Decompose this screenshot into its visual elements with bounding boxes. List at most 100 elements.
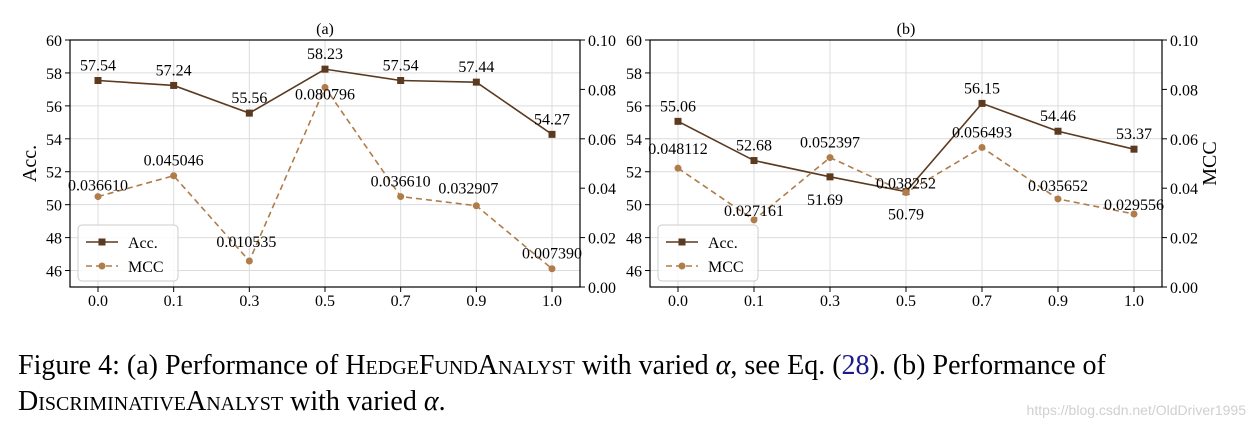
panel-b-y-left-tick-label: 48 bbox=[626, 231, 642, 248]
panel-b-x-tick-label: 0.7 bbox=[972, 293, 992, 310]
panel-b-acc-data-label: 54.46 bbox=[1040, 108, 1076, 125]
panel-b-legend-acc-marker bbox=[678, 238, 686, 246]
panel-b-mcc-point bbox=[674, 164, 682, 172]
panel-a-mcc-data-label: 0.036610 bbox=[68, 178, 128, 195]
panel-b-mcc-point bbox=[1130, 210, 1138, 218]
panel-b-y-left-tick-label: 50 bbox=[626, 198, 642, 215]
panel-a-acc-point bbox=[472, 78, 480, 86]
panel-a-acc-data-label: 58.23 bbox=[307, 46, 343, 63]
panel-b-legend-mcc-marker bbox=[678, 262, 686, 270]
panel-a-x-tick-label: 0.3 bbox=[239, 293, 259, 310]
panel-a-legend-acc-marker bbox=[98, 238, 106, 246]
panel-b-acc-point bbox=[674, 117, 682, 125]
panel-b-y-left-tick-label: 54 bbox=[626, 132, 642, 149]
panel-b-acc-data-label: 53.37 bbox=[1116, 126, 1152, 143]
panel-a-x-tick-label: 0.9 bbox=[466, 293, 486, 310]
panel-a-acc-point bbox=[170, 81, 178, 89]
panel-b-y-right-tick-label: 0.04 bbox=[1170, 181, 1198, 198]
panel-a-y-left-tick-label: 58 bbox=[46, 66, 62, 83]
panel-a-mcc-point bbox=[245, 257, 253, 265]
panel-a-mcc-point bbox=[170, 172, 178, 180]
panel-b-y-right-tick-label: 0.08 bbox=[1170, 82, 1198, 99]
panel-a-mcc-data-label: 0.080796 bbox=[295, 86, 355, 103]
panel-b-mcc-data-label: 0.027161 bbox=[724, 203, 784, 220]
hedgefundanalyst-name: HedgeFundAnalyst bbox=[345, 350, 575, 381]
panel-a-y-left-tick-label: 50 bbox=[46, 198, 62, 215]
panel-a-mcc-point bbox=[94, 193, 102, 201]
panel-b-acc-point bbox=[826, 173, 834, 181]
panel-a-x-tick-label: 0.0 bbox=[88, 293, 108, 310]
panel-a-x-tick-label: 1.0 bbox=[542, 293, 562, 310]
panel-a-mcc-data-label: 0.010535 bbox=[216, 234, 276, 251]
panel-b-y-right-tick-label: 0.10 bbox=[1170, 33, 1198, 50]
panel-a-legend-acc-label: Acc. bbox=[128, 235, 158, 252]
panel-b-x-tick-label: 0.0 bbox=[668, 293, 688, 310]
panel-a-mcc-point bbox=[472, 202, 480, 210]
watermark: https://blog.csdn.net/OldDriver1995 bbox=[1026, 402, 1246, 418]
panel-a-y-left-tick-label: 54 bbox=[46, 132, 62, 149]
panel-b-acc-data-label: 52.68 bbox=[736, 138, 772, 155]
panel-b-mcc-data-label: 0.035652 bbox=[1028, 178, 1088, 195]
panel-b-acc-data-label: 50.79 bbox=[888, 207, 924, 224]
panel-b-mcc-point bbox=[1054, 195, 1062, 203]
panel-a-x-tick-label: 0.5 bbox=[315, 293, 335, 310]
panel-b-mcc-data-label: 0.029556 bbox=[1104, 197, 1164, 214]
panel-a-mcc-point bbox=[397, 193, 405, 201]
panel-a-y-left-tick-label: 56 bbox=[46, 99, 62, 116]
panel-b-y-left-tick-label: 46 bbox=[626, 264, 642, 281]
panel-a-acc-point bbox=[397, 77, 405, 85]
panel-a-y-left-tick-label: 48 bbox=[46, 231, 62, 248]
panel-a-acc-point bbox=[94, 77, 102, 85]
panel-a-acc-point bbox=[321, 65, 329, 73]
panel-b-y-left-tick-label: 56 bbox=[626, 99, 642, 116]
figure-charts: (a)46485052545658600.000.020.040.060.080… bbox=[19, 21, 1221, 310]
panel-a-legend-mcc-marker bbox=[98, 262, 106, 270]
panel-a-y-right-tick-label: 0.02 bbox=[588, 231, 616, 248]
panel-a-acc-data-label: 57.24 bbox=[156, 62, 192, 79]
panel-b-mcc-point bbox=[902, 189, 910, 197]
panel-a-y-right-tick-label: 0.00 bbox=[588, 280, 616, 297]
panel-a-y-right-tick-label: 0.06 bbox=[588, 132, 616, 149]
panel-a-x-tick-label: 0.7 bbox=[391, 293, 411, 310]
panel-b-x-tick-label: 0.3 bbox=[820, 293, 840, 310]
panel-b-x-tick-label: 1.0 bbox=[1124, 293, 1144, 310]
panel-a-y-right-tick-label: 0.10 bbox=[588, 33, 616, 50]
panel-b-acc-data-label: 56.15 bbox=[964, 80, 1000, 97]
panel-a-acc-data-label: 54.27 bbox=[534, 111, 570, 128]
panel-a-y-left-tick-label: 46 bbox=[46, 264, 62, 281]
panel-b-acc-point bbox=[1054, 127, 1062, 135]
panel-b-y-left-tick-label: 58 bbox=[626, 66, 642, 83]
panel-a-mcc-point bbox=[321, 83, 329, 91]
panel-a-legend-mcc-label: MCC bbox=[128, 259, 164, 276]
panel-a-x-tick-label: 0.1 bbox=[164, 293, 184, 310]
panel-b-acc-data-label: 51.69 bbox=[807, 192, 843, 209]
panel-b-y-right-tick-label: 0.06 bbox=[1170, 132, 1198, 149]
panel-a-y-right-tick-label: 0.08 bbox=[588, 82, 616, 99]
panel-a-acc-data-label: 57.54 bbox=[80, 58, 116, 75]
panel-b-mcc-point bbox=[978, 143, 986, 151]
panel-b-acc-point bbox=[1130, 145, 1138, 153]
panel-b-x-tick-label: 0.1 bbox=[744, 293, 764, 310]
panel-b-acc-data-label: 55.06 bbox=[660, 98, 696, 115]
panel-a-mcc-data-label: 0.045046 bbox=[144, 153, 204, 170]
panel-b-mcc-data-label: 0.048112 bbox=[648, 141, 707, 158]
panel-a-y-left-tick-label: 60 bbox=[46, 33, 62, 50]
panel-b-y-right-axis-label: MCC bbox=[1199, 141, 1221, 185]
panel-a-y-left-axis-label: Acc. bbox=[19, 145, 41, 182]
panel-a-acc-data-label: 57.54 bbox=[383, 58, 419, 75]
panel-b-legend-acc-label: Acc. bbox=[708, 235, 738, 252]
panel-b-mcc-data-label: 0.056493 bbox=[952, 124, 1012, 141]
panel-b-x-tick-label: 0.9 bbox=[1048, 293, 1068, 310]
panel-b-title: (b) bbox=[897, 21, 916, 38]
panel-a-y-left-tick-label: 52 bbox=[46, 165, 62, 182]
panel-b-y-left-tick-label: 60 bbox=[626, 33, 642, 50]
panel-b-acc-point bbox=[978, 99, 986, 107]
panel-a-acc-point bbox=[245, 109, 253, 117]
panel-a-title: (a) bbox=[316, 21, 334, 38]
equation-reference-link[interactable]: 28 bbox=[841, 350, 870, 381]
panel-b-legend-mcc-label: MCC bbox=[708, 259, 744, 276]
panel-a-mcc-data-label: 0.036610 bbox=[371, 174, 431, 191]
panel-a-mcc-data-label: 0.032907 bbox=[438, 181, 498, 198]
panel-b-y-right-tick-label: 0.02 bbox=[1170, 231, 1198, 248]
panel-b-mcc-data-label: 0.038252 bbox=[876, 176, 936, 193]
